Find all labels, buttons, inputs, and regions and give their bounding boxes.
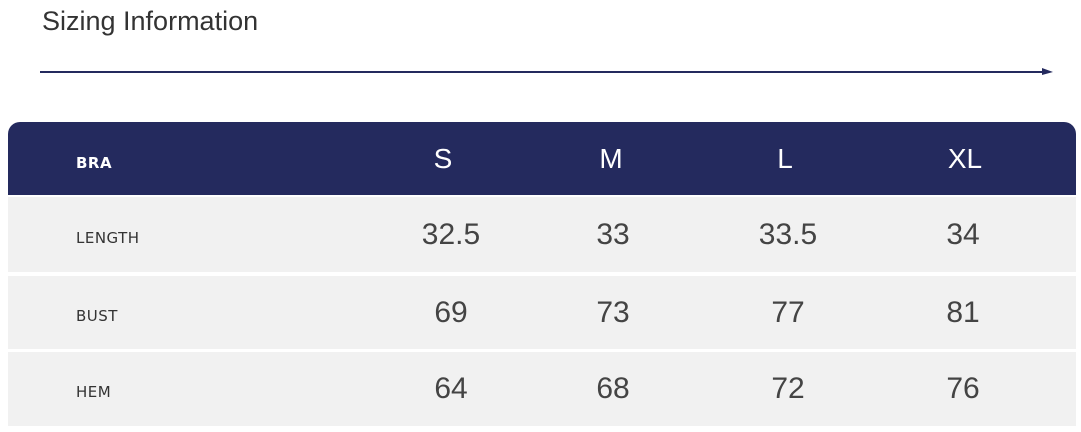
measurement: 72 [771,372,805,405]
measurement: 34 [946,217,980,251]
table-row: LENGTH 32.5 33 33.5 34 [8,197,1076,272]
size-header: M [599,142,623,174]
measurement: 68 [596,372,630,405]
header-row: BRA S M L XL [8,122,1076,195]
row-label: BUST [76,306,118,325]
row-label: HEM [76,383,112,401]
header-label: BRA [76,153,113,172]
row-label: LENGTH [76,228,140,247]
size-header: S [433,142,453,174]
measurement: 73 [596,295,630,329]
measurement: 64 [434,372,468,405]
table-row: BUST 69 73 77 81 [8,276,1076,349]
measurement: 81 [946,295,980,329]
size-header: XL [947,142,983,174]
measurement: 69 [434,295,468,329]
measurement: 77 [771,295,805,329]
size-table: BRA S M L XL LENGTH 32.5 33 33.5 34 BUST 69 73 77 81 HE… [8,122,1076,426]
measurement: 32.5 [421,217,481,251]
measurement: 33.5 [758,217,818,251]
title: Sizing Information [42,6,259,36]
size-header: L [777,142,793,174]
measurement: 76 [946,372,980,405]
measurement: 33 [596,217,630,251]
table-row: HEM 64 68 72 76 [8,352,1076,426]
title-rule [40,68,1053,75]
